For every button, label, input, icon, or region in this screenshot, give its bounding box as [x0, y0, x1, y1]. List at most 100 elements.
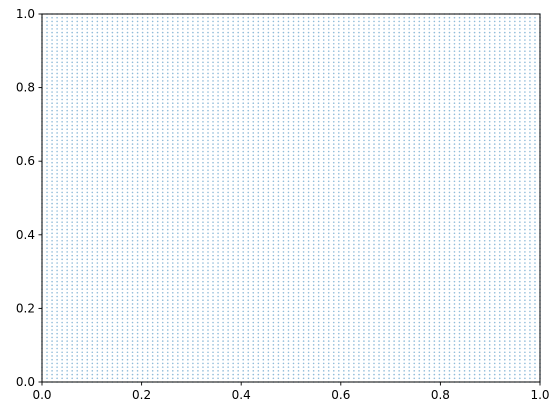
scatter-point	[262, 273, 265, 276]
scatter-point	[106, 150, 109, 153]
scatter-point	[161, 76, 164, 78]
scatter-point	[277, 202, 280, 205]
scatter-point	[161, 213, 164, 216]
scatter-point	[111, 128, 114, 131]
scatter-point	[207, 310, 209, 313]
scatter-point	[222, 373, 224, 376]
scatter-point	[227, 329, 229, 331]
scatter-point	[156, 277, 159, 279]
scatter-point	[247, 98, 250, 101]
scatter-point	[207, 72, 209, 75]
scatter-point	[86, 154, 89, 157]
scatter-point	[237, 161, 239, 164]
scatter-point	[227, 184, 229, 186]
scatter-point	[202, 225, 204, 227]
scatter-point	[76, 65, 79, 67]
scatter-point	[161, 332, 164, 335]
scatter-point	[111, 191, 114, 194]
scatter-point	[126, 113, 129, 116]
scatter-point	[111, 83, 114, 86]
scatter-point	[151, 39, 154, 41]
scatter-point	[126, 68, 129, 71]
scatter-point	[207, 187, 209, 190]
scatter-point	[262, 65, 265, 67]
scatter-point	[252, 121, 255, 123]
scatter-point	[56, 61, 58, 64]
scatter-point	[257, 83, 260, 86]
scatter-point	[146, 165, 149, 168]
scatter-point	[267, 139, 270, 142]
scatter-point	[96, 150, 99, 153]
scatter-point	[106, 262, 109, 264]
scatter-point	[76, 262, 79, 264]
scatter-point	[247, 147, 250, 149]
scatter-point	[227, 213, 229, 216]
scatter-point	[151, 344, 154, 346]
scatter-point	[71, 173, 73, 175]
scatter-point	[182, 191, 184, 194]
scatter-point	[106, 340, 109, 342]
scatter-point	[66, 318, 68, 320]
scatter-point	[76, 143, 79, 145]
scatter-point	[237, 299, 239, 302]
scatter-point	[242, 28, 245, 30]
scatter-point	[46, 228, 48, 231]
scatter-point	[197, 236, 199, 238]
scatter-point	[257, 314, 260, 316]
scatter-point	[277, 68, 280, 71]
scatter-point	[252, 351, 255, 354]
scatter-point	[252, 366, 255, 368]
scatter-point	[282, 106, 285, 108]
scatter-point	[222, 321, 224, 324]
scatter-point	[101, 332, 104, 335]
scatter-point	[187, 24, 189, 26]
scatter-point	[66, 265, 68, 268]
scatter-point	[212, 50, 214, 52]
scatter-point	[61, 150, 63, 153]
scatter-point	[262, 57, 265, 60]
scatter-point	[161, 258, 164, 261]
scatter-point	[237, 109, 239, 112]
scatter-point	[237, 262, 239, 264]
scatter-point	[76, 284, 79, 287]
scatter-point	[202, 254, 204, 257]
scatter-point	[61, 65, 63, 67]
scatter-point	[116, 195, 119, 197]
scatter-point	[51, 16, 53, 19]
scatter-point	[262, 61, 265, 64]
scatter-point	[247, 325, 250, 328]
scatter-point	[207, 325, 209, 328]
scatter-point	[187, 325, 189, 328]
scatter-point	[146, 358, 149, 361]
scatter-point	[106, 295, 109, 298]
scatter-point	[171, 24, 174, 26]
scatter-point	[262, 280, 265, 283]
scatter-point	[131, 321, 134, 324]
scatter-point	[81, 299, 84, 302]
scatter-point	[171, 213, 174, 216]
scatter-point	[136, 54, 139, 56]
scatter-point	[267, 243, 270, 246]
scatter-point	[171, 187, 174, 190]
scatter-point	[217, 370, 219, 372]
scatter-point	[166, 191, 169, 194]
scatter-point	[71, 254, 73, 257]
scatter-point	[56, 147, 58, 149]
scatter-point	[166, 42, 169, 45]
scatter-point	[237, 265, 239, 268]
scatter-point	[136, 358, 139, 361]
scatter-point	[126, 210, 129, 212]
scatter-point	[86, 24, 89, 26]
scatter-point	[187, 303, 189, 305]
scatter-point	[121, 143, 124, 145]
scatter-point	[151, 321, 154, 324]
scatter-point	[232, 20, 234, 23]
scatter-point	[91, 228, 94, 231]
scatter-point	[106, 184, 109, 186]
scatter-point	[86, 251, 89, 253]
scatter-point	[106, 288, 109, 290]
scatter-point	[141, 228, 144, 231]
scatter-point	[207, 243, 209, 246]
scatter-point	[247, 76, 250, 78]
scatter-point	[227, 239, 229, 242]
